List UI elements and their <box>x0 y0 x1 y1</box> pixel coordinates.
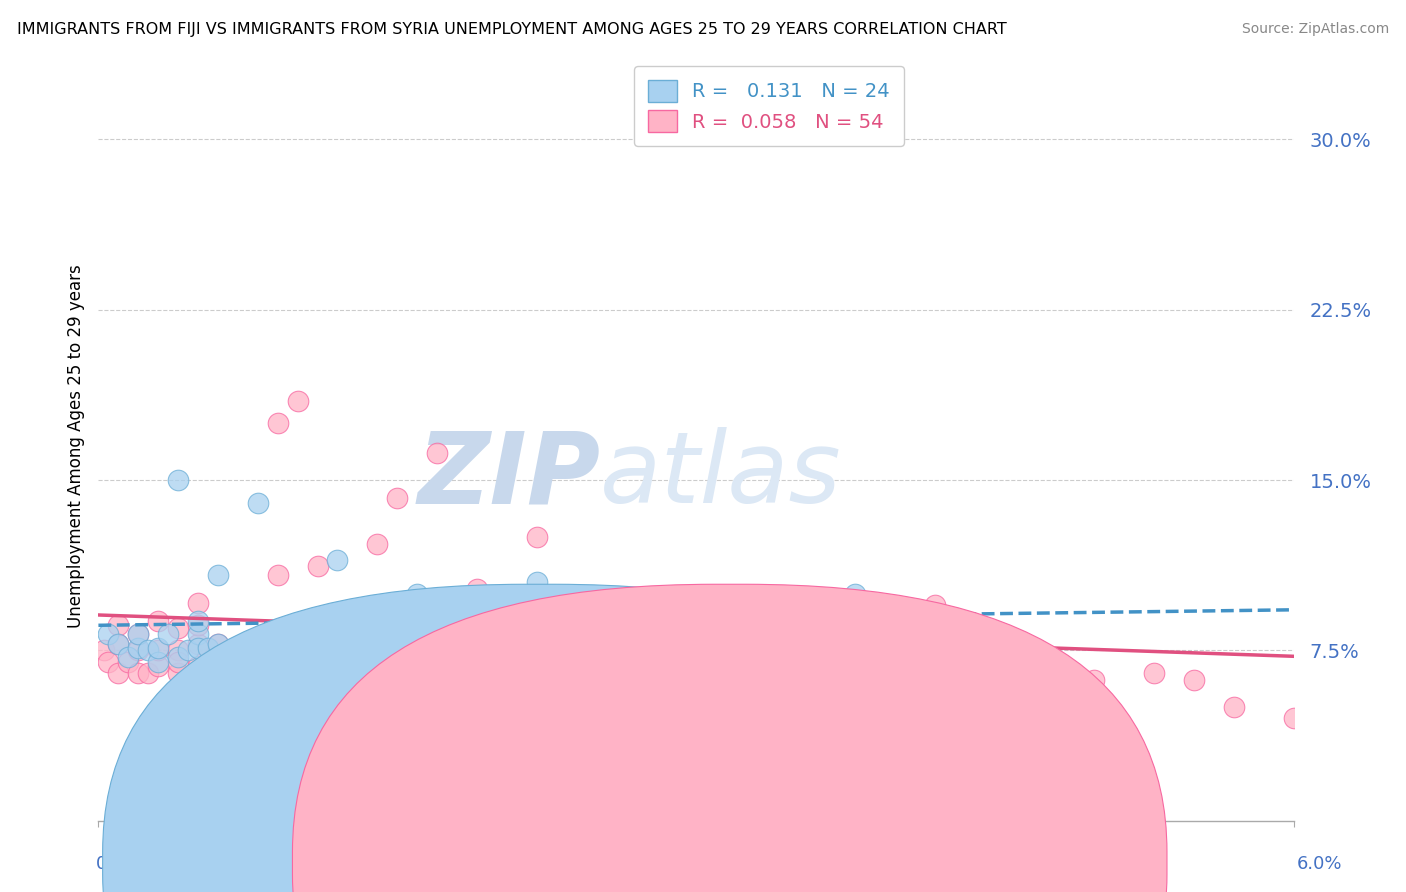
Point <box>226 650 249 665</box>
Point <box>187 614 209 628</box>
Point <box>844 598 866 612</box>
Point <box>366 536 388 550</box>
Point <box>107 666 129 681</box>
Point <box>605 750 627 764</box>
Text: Immigrants from Fiji: Immigrants from Fiji <box>567 856 734 874</box>
Point <box>485 614 508 628</box>
Point <box>685 618 707 632</box>
Point <box>136 643 159 657</box>
Point <box>107 636 129 650</box>
Point <box>267 568 290 582</box>
Y-axis label: Unemployment Among Ages 25 to 29 years: Unemployment Among Ages 25 to 29 years <box>66 264 84 628</box>
Text: Source: ZipAtlas.com: Source: ZipAtlas.com <box>1241 22 1389 37</box>
Point <box>884 614 907 628</box>
Point <box>207 636 229 650</box>
Point <box>127 643 149 657</box>
Point <box>167 666 190 681</box>
Point <box>526 575 548 590</box>
Point <box>326 552 349 566</box>
Point <box>148 614 170 628</box>
Point <box>1004 666 1026 681</box>
Point <box>1143 666 1166 681</box>
Point <box>148 655 170 669</box>
Point <box>148 659 170 673</box>
Point <box>167 473 190 487</box>
Point <box>197 641 219 656</box>
Point <box>246 496 269 510</box>
Point <box>924 598 946 612</box>
Text: atlas: atlas <box>600 427 842 524</box>
Point <box>97 627 120 641</box>
Point <box>326 627 349 641</box>
Point <box>117 655 139 669</box>
Point <box>207 636 229 650</box>
Point <box>148 643 170 657</box>
Point <box>526 530 548 544</box>
Point <box>127 641 149 656</box>
Text: ZIP: ZIP <box>418 427 600 524</box>
Point <box>346 618 368 632</box>
Point <box>326 632 349 646</box>
Point <box>127 666 149 681</box>
Point <box>117 650 139 665</box>
Point <box>287 393 309 408</box>
Point <box>585 627 607 641</box>
Point <box>167 621 190 635</box>
Point <box>465 582 488 596</box>
Point <box>148 641 170 656</box>
Point <box>167 643 190 657</box>
Point <box>127 627 149 641</box>
Point <box>167 650 190 665</box>
Point <box>1182 673 1205 687</box>
Point <box>307 559 329 574</box>
Point <box>406 627 429 641</box>
Point <box>136 666 159 681</box>
Point <box>724 659 747 673</box>
Point <box>1043 700 1066 714</box>
Text: IMMIGRANTS FROM FIJI VS IMMIGRANTS FROM SYRIA UNEMPLOYMENT AMONG AGES 25 TO 29 Y: IMMIGRANTS FROM FIJI VS IMMIGRANTS FROM … <box>17 22 1007 37</box>
Text: Immigrants from Syria: Immigrants from Syria <box>756 856 943 874</box>
Point <box>246 659 269 673</box>
Point <box>187 641 209 656</box>
Point <box>187 618 209 632</box>
Text: 0.0%: 0.0% <box>96 855 141 872</box>
Point <box>844 586 866 600</box>
Point <box>167 655 190 669</box>
Point <box>385 491 409 506</box>
Point <box>187 596 209 610</box>
Point <box>187 636 209 650</box>
Point <box>97 655 120 669</box>
Point <box>93 643 115 657</box>
Point <box>1083 673 1105 687</box>
Legend: R =   0.131   N = 24, R =  0.058   N = 54: R = 0.131 N = 24, R = 0.058 N = 54 <box>634 66 904 146</box>
Point <box>1223 700 1246 714</box>
Point <box>785 614 807 628</box>
Text: 6.0%: 6.0% <box>1298 855 1343 872</box>
Point <box>207 659 229 673</box>
Point <box>107 636 129 650</box>
Point <box>187 659 209 673</box>
Point <box>1282 711 1305 725</box>
Point <box>207 568 229 582</box>
Point <box>107 618 129 632</box>
Point <box>127 627 149 641</box>
Point <box>406 586 429 600</box>
Point <box>187 627 209 641</box>
Point <box>157 627 180 641</box>
Point <box>426 446 449 460</box>
Point <box>177 643 200 657</box>
Point <box>645 614 668 628</box>
Point <box>267 417 290 431</box>
